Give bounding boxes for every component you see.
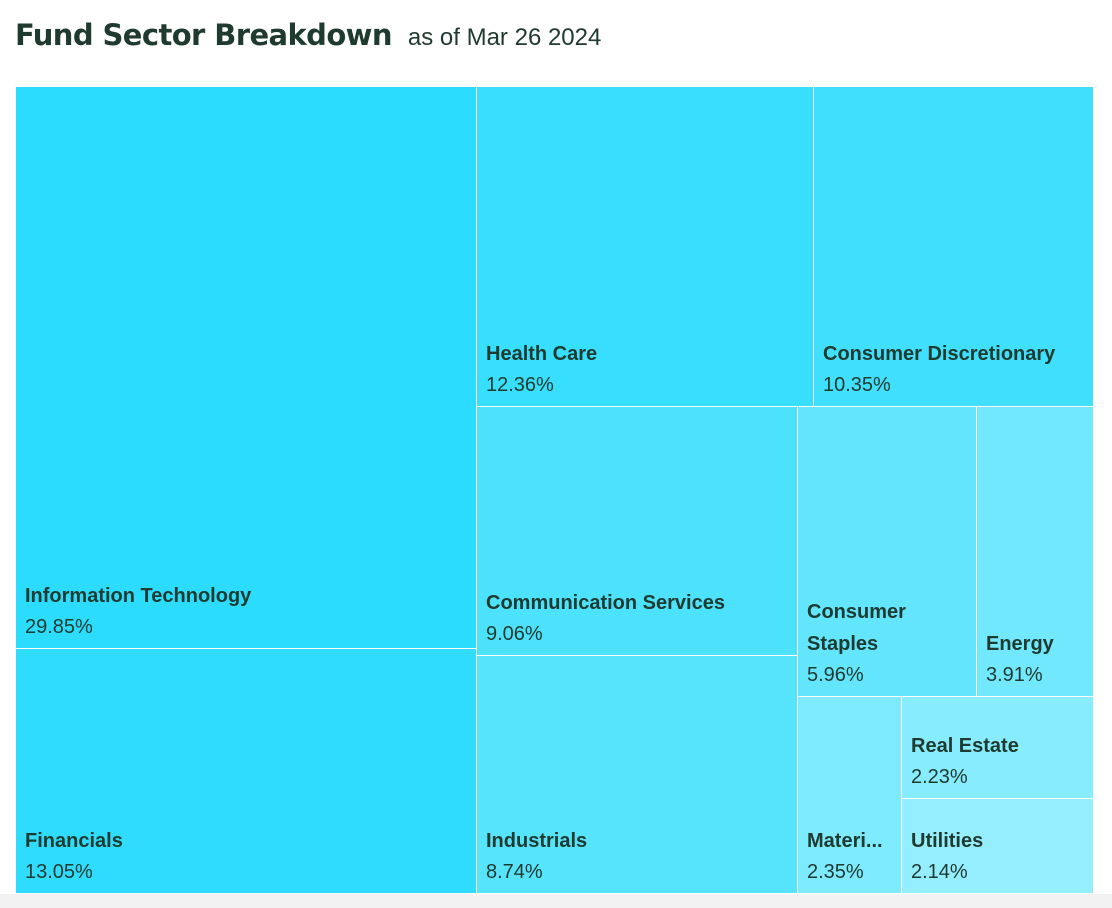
sector-value-label: 8.74% [486,861,543,883]
tile-label-group: Materi... 2.35% [807,825,895,887]
sector-name-label: Consumer Discretionary [823,343,1056,365]
tile-energy[interactable]: Energy 3.91% [976,406,1094,697]
tile-label-group: Energy 3.91% [986,628,1087,690]
tile-materials[interactable]: Materi... 2.35% [797,696,902,894]
bottom-divider [0,894,1112,908]
sector-value-label: 13.05% [25,861,93,883]
sector-name-label: Real Estate [911,735,1019,757]
tile-information-technology[interactable]: Information Technology 29.85% [15,86,477,649]
sector-value-label: 2.23% [911,766,968,788]
tile-label-group: Health Care 12.36% [486,338,807,400]
sector-treemap: Information Technology 29.85% Financials 13… [15,86,1094,894]
sector-name-label: Information Technology [25,585,252,607]
tile-consumer-discretionary[interactable]: Consumer Discretionary 10.35% [813,86,1094,407]
chart-title: Fund Sector Breakdown [15,18,392,52]
tile-financials[interactable]: Financials 13.05% [15,648,477,894]
tile-utilities[interactable]: Utilities 2.14% [901,798,1094,894]
sector-name-label: Utilities [911,830,984,852]
sector-name-label: Communication Services [486,592,725,614]
tile-consumer-staples[interactable]: Consumer Staples 5.96% [797,406,977,697]
tile-label-group: Communication Services 9.06% [486,587,791,649]
sector-value-label: 2.35% [807,861,864,883]
sector-name-label: Health Care [486,343,598,365]
tile-label-group: Industrials 8.74% [486,825,791,887]
chart-subtitle: as of Mar 26 2024 [407,24,602,51]
sector-value-label: 10.35% [823,374,891,396]
sector-value-label: 5.96% [807,664,864,686]
tile-real-estate[interactable]: Real Estate 2.23% [901,696,1094,799]
sector-name-label: Energy [986,633,1054,655]
sector-value-label: 9.06% [486,623,543,645]
sector-name-label: Financials [25,830,123,852]
tile-health-care[interactable]: Health Care 12.36% [476,86,814,407]
tile-label-group: Real Estate 2.23% [911,730,1087,792]
tile-label-group: Information Technology 29.85% [25,580,470,642]
tile-industrials[interactable]: Industrials 8.74% [476,655,798,894]
sector-value-label: 2.14% [911,861,968,883]
sector-name-label: Materi... [807,830,883,852]
tile-label-group: Financials 13.05% [25,825,470,887]
sector-value-label: 3.91% [986,664,1043,686]
tile-label-group: Utilities 2.14% [911,825,1087,887]
tile-label-group: Consumer Discretionary 10.35% [823,338,1087,400]
tile-label-group: Consumer Staples 5.96% [807,596,970,690]
sector-name-label: Consumer Staples [807,601,906,655]
sector-value-label: 12.36% [486,374,554,396]
tile-communication-services[interactable]: Communication Services 9.06% [476,406,798,656]
sector-name-label: Industrials [486,830,588,852]
sector-value-label: 29.85% [25,616,93,638]
chart-header: Fund Sector Breakdown as of Mar 26 2024 [15,18,601,62]
